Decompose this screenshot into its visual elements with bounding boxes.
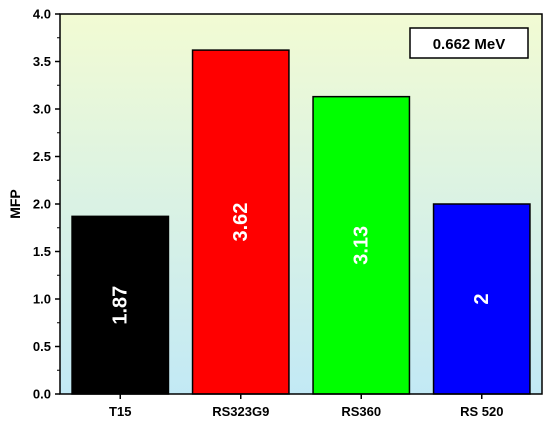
bar-t15 bbox=[71, 215, 170, 395]
x-tick-label-rs360: RS360 bbox=[341, 404, 381, 419]
energy-annotation: 0.662 MeV bbox=[409, 27, 529, 59]
y-tick-label: 3.5 bbox=[33, 54, 51, 69]
data-label-rs-520: 2 bbox=[471, 293, 493, 304]
data-label-rs360: 3.13 bbox=[350, 226, 372, 265]
x-tick-label-rs-520: RS 520 bbox=[460, 404, 503, 419]
y-tick-label: 0.0 bbox=[33, 387, 51, 402]
x-tick-label-rs323g9: RS323G9 bbox=[212, 404, 269, 419]
y-tick-label: 2.0 bbox=[33, 197, 51, 212]
axes-group: T15 RS323G9 RS360 RS 520 0.0 0.5 1.0 1.5 2.0 2.5 3… bbox=[33, 7, 543, 419]
data-label-rs323g9: 3.62 bbox=[230, 203, 252, 242]
y-tick-label: 3.0 bbox=[33, 102, 51, 117]
y-tick-label: 0.5 bbox=[33, 339, 51, 354]
bars-group: 1.87 3.62 3.13 2 bbox=[71, 49, 531, 395]
annotation-box bbox=[409, 27, 529, 59]
x-tick-label-t15: T15 bbox=[109, 404, 131, 419]
y-tick-label: 1.0 bbox=[33, 292, 51, 307]
y-tick-label: 1.5 bbox=[33, 244, 51, 259]
bar-rs-520 bbox=[432, 203, 531, 395]
y-tick-label: 4.0 bbox=[33, 7, 51, 22]
annotation-text: 0.662 MeV bbox=[433, 36, 506, 53]
y-tick-label: 2.5 bbox=[33, 149, 51, 164]
data-label-t15: 1.87 bbox=[109, 286, 131, 325]
bar-rs323g9 bbox=[191, 49, 290, 395]
y-axis-title: MFP bbox=[7, 189, 23, 219]
bar-rs360 bbox=[312, 95, 411, 395]
